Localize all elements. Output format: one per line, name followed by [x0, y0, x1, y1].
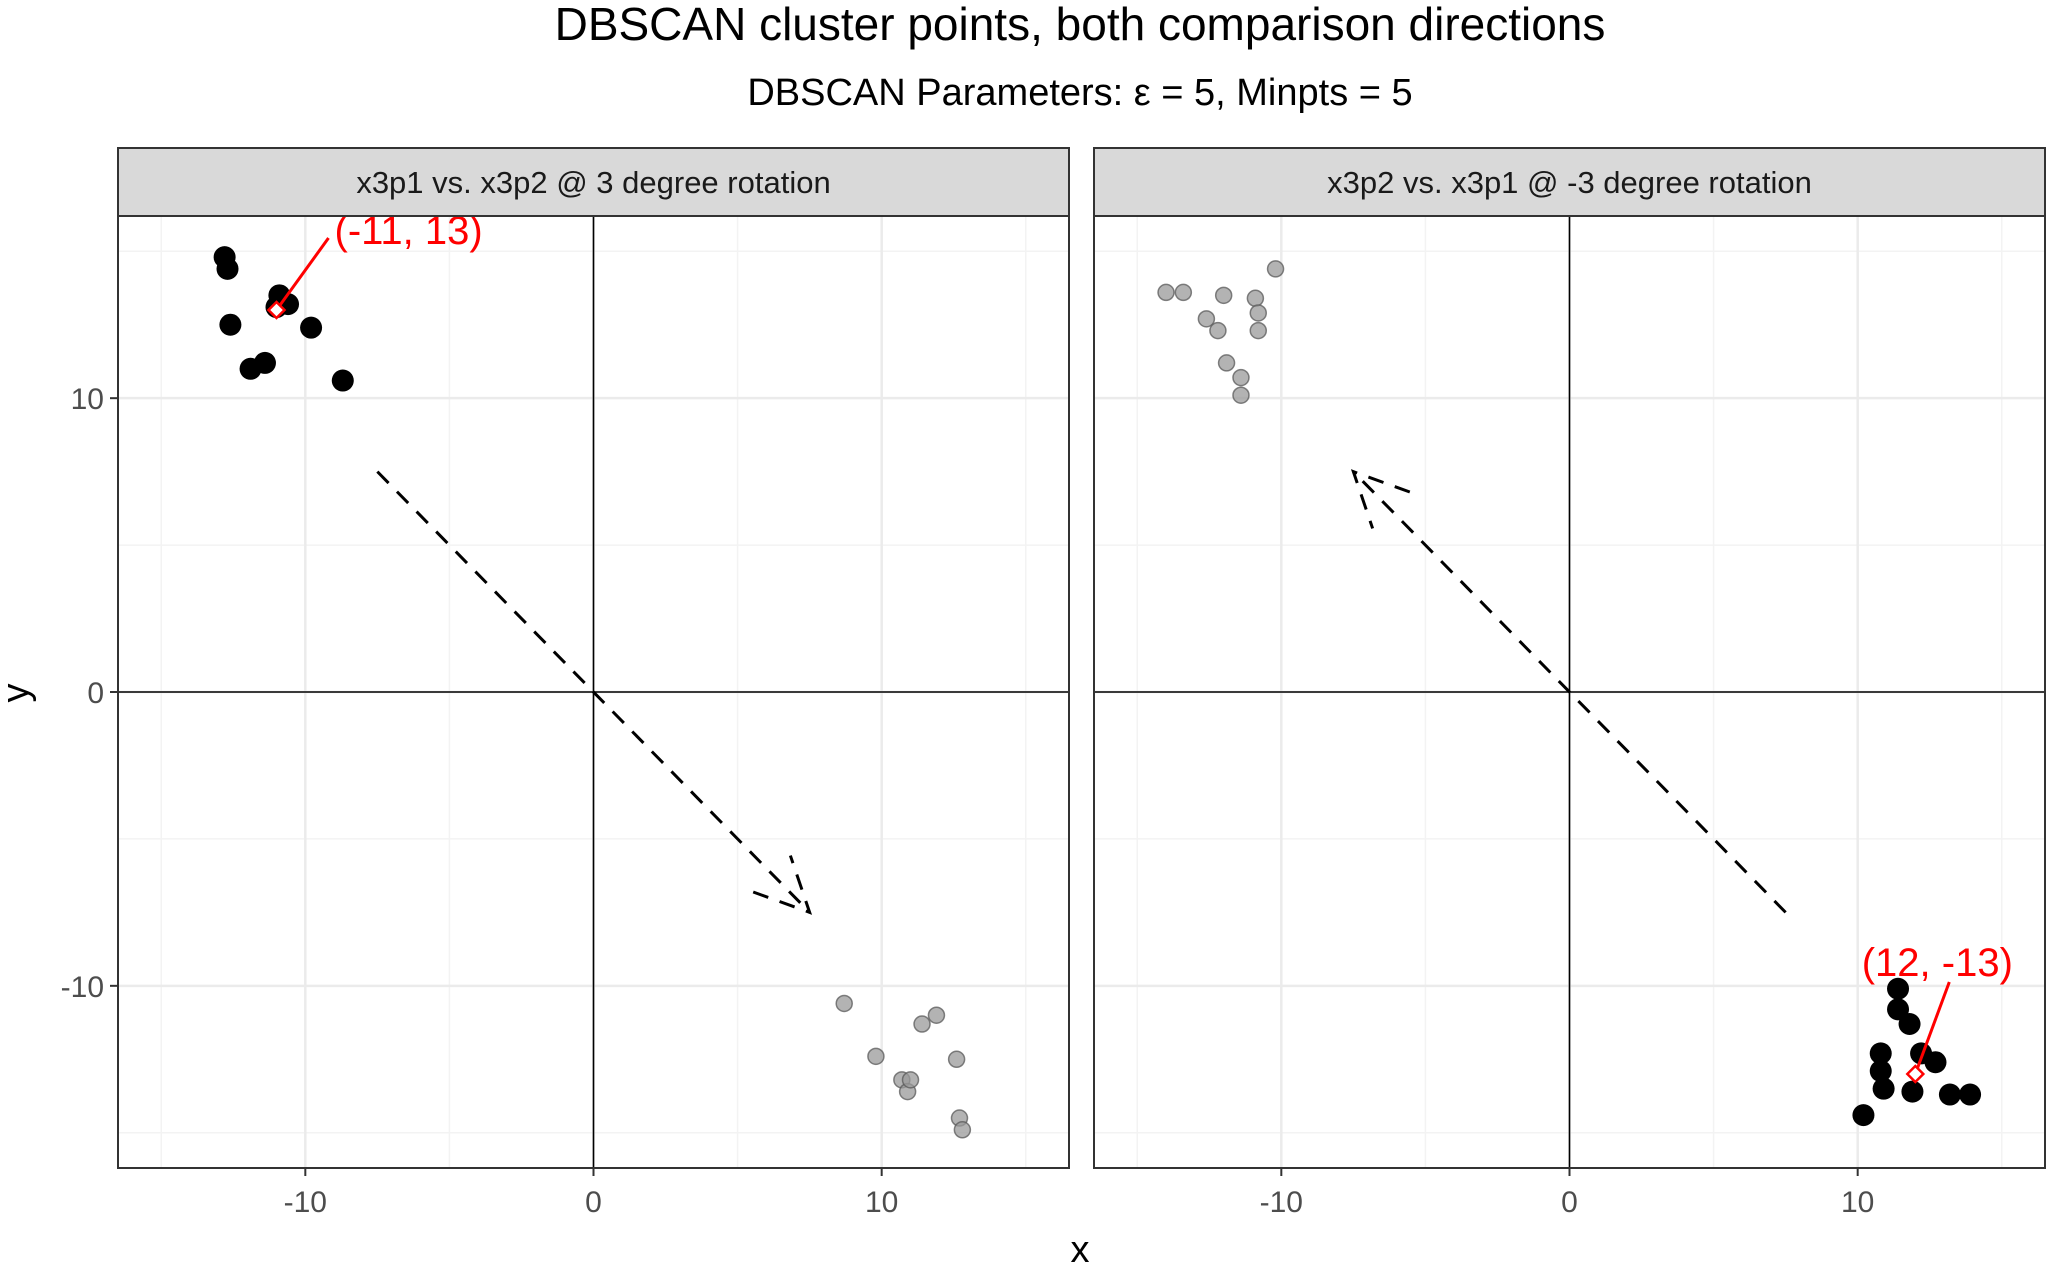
- cluster-point: [1938, 1083, 1961, 1106]
- other-point: [1197, 310, 1216, 328]
- other-point: [1249, 321, 1268, 340]
- other-point: [1232, 386, 1250, 404]
- other-point: [1246, 289, 1265, 308]
- cluster-point: [1869, 1060, 1892, 1083]
- chart-title: DBSCAN cluster points, both comparison d…: [555, 0, 1606, 50]
- cluster-point: [300, 316, 323, 339]
- y-tick-label: 10: [71, 383, 104, 416]
- other-point: [901, 1071, 920, 1089]
- other-point: [913, 1015, 931, 1033]
- cluster-center-marker: [266, 300, 287, 320]
- other-point: [1174, 283, 1193, 302]
- x-tick-label: 10: [865, 1186, 898, 1219]
- other-point: [953, 1121, 972, 1139]
- center-leader-line: [1913, 981, 1951, 1075]
- other-point: [1209, 321, 1227, 340]
- center-label: (12, -13): [1862, 941, 2013, 985]
- other-point: [1157, 283, 1175, 302]
- facet-strip-label: x3p1 vs. x3p2 @ 3 degree rotation: [356, 165, 830, 200]
- x-tick-label: 0: [585, 1186, 602, 1219]
- x-tick-label: -10: [1260, 1186, 1303, 1219]
- other-point: [927, 1006, 946, 1024]
- other-point: [867, 1047, 885, 1066]
- cluster-point: [331, 369, 354, 392]
- center-leader-line: [275, 237, 330, 311]
- x-tick-label: 0: [1561, 1186, 1578, 1219]
- x-tick-label: 10: [1841, 1186, 1874, 1219]
- other-point: [947, 1050, 966, 1069]
- cluster-point: [1887, 977, 1910, 1000]
- cluster-point: [1901, 1080, 1924, 1103]
- other-point: [1232, 368, 1250, 387]
- other-point: [1217, 354, 1236, 372]
- direction-arrow-line: [376, 470, 811, 914]
- chart-subtitle: DBSCAN Parameters: ε = 5, Minpts = 5: [747, 72, 1412, 114]
- direction-arrow-head: [752, 855, 813, 915]
- x-axis-title: x: [1071, 1229, 1090, 1266]
- cluster-point: [1924, 1051, 1947, 1074]
- cluster-point: [219, 313, 242, 336]
- cluster-point: [1852, 1104, 1875, 1127]
- cluster-point: [1898, 1013, 1921, 1036]
- other-point: [835, 994, 853, 1013]
- facet-strip: [117, 147, 1070, 217]
- y-axis-title: y: [0, 684, 37, 703]
- direction-arrow-head: [1350, 469, 1411, 529]
- facet-panel-2: (12, -13) x3p2 vs. x3p1 @ -3 degree rotat…: [1093, 147, 2046, 1219]
- cluster-point: [1959, 1083, 1982, 1106]
- facet-panels: (-11, 13)x3p1 vs. x3p2 @ 3 degree rotati…: [61, 147, 2046, 1219]
- cluster-point: [1869, 1042, 1892, 1065]
- cluster-point: [216, 257, 239, 280]
- y-tick-label: 0: [87, 677, 104, 710]
- cluster-point: [253, 351, 276, 374]
- other-point: [1266, 260, 1285, 278]
- other-point: [1249, 304, 1268, 322]
- cluster-center-marker: [1905, 1064, 1926, 1084]
- other-point: [1214, 286, 1233, 305]
- x-tick-label: -10: [284, 1186, 327, 1219]
- y-tick-label: -10: [61, 971, 104, 1004]
- facet-strip: [1093, 147, 2046, 217]
- facet-panel-1: (-11, 13)x3p1 vs. x3p2 @ 3 degree rotati…: [61, 147, 1070, 1219]
- facet-strip-label: x3p2 vs. x3p1 @ -3 degree rotation: [1327, 165, 1812, 200]
- direction-arrow-line: [1352, 470, 1787, 914]
- cluster-point: [1872, 1077, 1895, 1100]
